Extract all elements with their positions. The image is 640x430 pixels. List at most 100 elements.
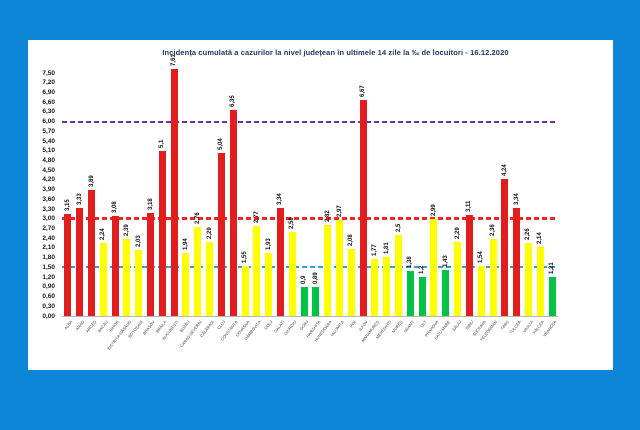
bar-value-label: 6,35 xyxy=(230,95,237,108)
bar-value-label: 2,39 xyxy=(123,223,130,236)
x-axis-label: IAȘI xyxy=(347,319,357,329)
bar-slot-TIMIȘ: 4,24 xyxy=(499,73,511,316)
bar-slot-ILFOV: 6,67 xyxy=(357,73,369,316)
bar-value-label: 3,11 xyxy=(466,200,473,213)
bar-value-label: 2,08 xyxy=(348,233,355,246)
y-tick-label: 3,90 xyxy=(42,186,55,194)
bar-GIURGIU xyxy=(288,232,296,316)
bar-BRĂILA xyxy=(158,150,166,316)
bar-value-label: 1,81 xyxy=(383,242,390,255)
y-tick-label: 6,00 xyxy=(42,118,55,126)
y-tick-label: 6,60 xyxy=(42,98,55,106)
bar-BISTRIȚA-NĂSĂUD xyxy=(123,238,131,316)
bar-value-label: 4,24 xyxy=(501,163,508,176)
bar-ARAD xyxy=(76,208,84,316)
bar-slot-VASLUI: 2,26 xyxy=(523,73,535,316)
bar-slot-BUZĂU: 1,94 xyxy=(180,73,192,316)
bar-slot-COVASNA: 1,55 xyxy=(239,73,251,316)
y-tick-label: 1,20 xyxy=(42,273,55,281)
bar-BOTOȘANI xyxy=(135,250,143,316)
bar-slot-SUCEAVA: 1,54 xyxy=(475,73,487,316)
y-axis: 0,00 0,30 0,60 0,90 1,20 1,50 1,80 2,10 2,40 2,70… xyxy=(28,69,57,320)
x-axis-label: SIBIU xyxy=(464,319,475,331)
bar-slot-NEAMȚ: 1,38 xyxy=(404,73,416,316)
bar-ARGEȘ xyxy=(88,189,95,316)
bar-value-label: 3,15 xyxy=(64,199,71,211)
x-axis-label: TULCEA xyxy=(508,319,522,335)
bar-SATU MARE xyxy=(442,269,450,316)
y-tick-label: 4,80 xyxy=(42,156,55,164)
bar-value-label: 0,9 xyxy=(301,275,308,284)
bar-COVASNA xyxy=(241,265,249,316)
bar-value-label: 2,82 xyxy=(324,209,331,222)
quarantine-threshold-line xyxy=(62,120,558,123)
y-tick-label: 4,20 xyxy=(42,176,55,184)
y-tick-label: 7,20 xyxy=(42,79,55,87)
y-tick-label: 5,70 xyxy=(42,127,55,135)
x-axis-label: OLT xyxy=(418,319,428,329)
bar-value-label: 6,67 xyxy=(360,85,367,97)
bar-value-label: 3,89 xyxy=(88,175,95,187)
bar-slot-GIURGIU: 2,58 xyxy=(286,73,298,316)
bar-MARAMUREȘ xyxy=(371,258,379,316)
bar-BUZĂU xyxy=(182,253,190,316)
bar-slot-BIHOR: 3,08 xyxy=(109,73,121,316)
bar-ALBA xyxy=(64,213,72,316)
bar-slot-CARAȘ-SEVERIN: 2,76 xyxy=(192,73,204,316)
y-tick-label: 3,60 xyxy=(42,195,55,203)
bar-slot-ARAD: 3,33 xyxy=(74,73,86,316)
bar-BUCUREȘTI xyxy=(170,69,178,316)
y-tick-label: 3,30 xyxy=(42,205,55,213)
bar-value-label: 3,08 xyxy=(112,201,119,214)
bar-value-label: 2,26 xyxy=(525,228,532,240)
bar-value-label: 1,43 xyxy=(442,254,449,267)
bar-slot-CLUJ: 5,04 xyxy=(216,73,228,316)
bar-value-label: 2,97 xyxy=(336,205,343,217)
y-tick-label: 1,50 xyxy=(42,263,55,271)
y-tick-label: 0,90 xyxy=(42,283,55,291)
bar-value-label: 1,21 xyxy=(549,262,556,274)
bar-value-label: 5,04 xyxy=(218,138,225,150)
bar-value-label: 7,61 xyxy=(171,54,178,67)
bar-HUNEDOARA xyxy=(324,224,332,316)
bar-TULCEA xyxy=(513,207,521,316)
bar-value-label: 2,14 xyxy=(537,231,544,244)
bar-slot-GALAȚI: 3,34 xyxy=(275,73,287,316)
bar-slot-IALOMIȚA: 2,97 xyxy=(334,73,346,316)
bar-slot-ARGEȘ: 3,89 xyxy=(86,73,98,316)
y-tick-label: 2,40 xyxy=(42,234,55,242)
bar-slot-SIBIU: 3,11 xyxy=(464,73,476,316)
bar-value-label: 3,33 xyxy=(76,193,83,206)
y-tick-label: 5,10 xyxy=(42,147,55,155)
y-tick-label: 0,30 xyxy=(42,302,55,310)
x-axis-label: NEAMȚ xyxy=(402,319,416,334)
y-tick-label: 3,00 xyxy=(42,215,55,223)
bar-value-label: 2,38 xyxy=(490,224,497,236)
bar-TIMIȘ xyxy=(501,178,509,316)
bar-slot-OLT: 1,2 xyxy=(416,73,428,316)
plot-area: 3,15 3,33 3,89 2,24 3,08 2,39 2,03 3,18 5,1 7,61 1… xyxy=(62,55,558,317)
bar-slot-PRAHOVA: 2,99 xyxy=(428,73,440,316)
y-tick-label: 7,50 xyxy=(42,69,55,77)
bar-slot-BOTOȘANI: 2,03 xyxy=(133,73,145,316)
bar-value-label: 2,29 xyxy=(454,227,461,239)
bar-BACĂU xyxy=(99,243,107,316)
bar-TELEORMAN xyxy=(489,238,497,316)
bar-CĂLĂRAȘI xyxy=(206,241,214,316)
bar-slot-HUNEDOARA: 2,82 xyxy=(322,73,334,316)
bar-BRAȘOV xyxy=(147,212,155,316)
bar-GORJ xyxy=(300,286,308,316)
bar-slot-VRANCEA: 1,21 xyxy=(546,73,558,316)
bar-HARGHITA xyxy=(312,287,320,316)
x-axis-label: GIURGIU xyxy=(282,319,298,336)
y-tick-label: 6,90 xyxy=(42,88,55,96)
bar-slot-BUCUREȘTI: 7,61 xyxy=(168,55,180,316)
bar-slot-GORJ: 0,9 xyxy=(298,73,310,316)
bar-slot-HARGHITA: 0,89 xyxy=(310,73,322,316)
y-tick-label: 4,50 xyxy=(42,166,55,174)
bar-slot-SATU MARE: 1,43 xyxy=(440,73,452,316)
bar-value-label: 1,77 xyxy=(371,243,378,256)
bar-value-label: 1,94 xyxy=(182,238,189,251)
bar-DOLJ xyxy=(265,253,273,316)
